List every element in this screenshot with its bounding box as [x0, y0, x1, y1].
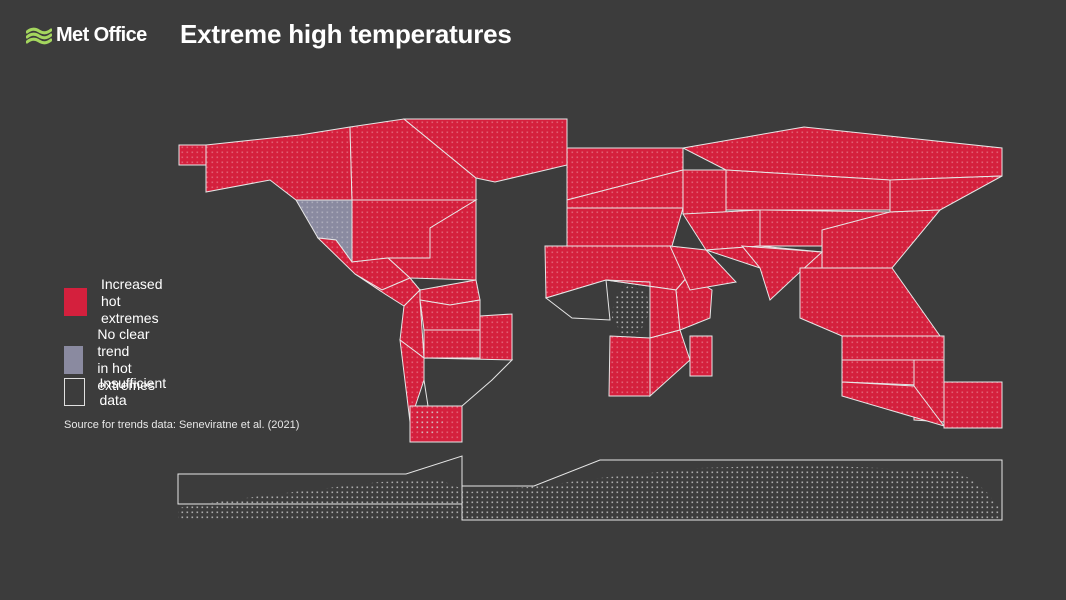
legend-swatch-no-trend	[64, 346, 84, 374]
region-texture-greenland-iceland	[350, 119, 476, 200]
legend-item-no-trend: No clear trend in hot extremes	[64, 326, 164, 394]
region-texture-east-southern-africa	[609, 336, 650, 396]
region-texture-southern-central-america	[318, 238, 410, 290]
region-texture-russian-arctic	[683, 127, 1002, 180]
region-texture-north-eastern-south-america	[424, 330, 480, 358]
region-texture-northern-south-america	[400, 290, 424, 358]
region-texture-west-siberia	[683, 170, 726, 214]
region-texture-sahara	[567, 208, 683, 246]
region-texture-north-west-north-america	[179, 145, 206, 165]
region-texture-north-eastern-africa	[606, 280, 680, 338]
southern-south-america-land-dots	[414, 408, 444, 438]
region-texture-northern-australia	[842, 336, 944, 360]
region-texture-west-southern-africa	[650, 330, 690, 396]
met-office-brand: Met Office	[26, 24, 147, 47]
region-texture-south-eastern-africa	[676, 276, 712, 330]
region-texture-madagascar	[690, 336, 712, 376]
region-texture-northern-central-america	[388, 200, 476, 280]
region-texture-arabian-peninsula	[670, 246, 736, 290]
region-texture-north-western-south-america	[420, 280, 480, 305]
legend-item-insufficient: Insufficient data	[64, 375, 173, 409]
region-texture-russian-far-east	[890, 176, 1002, 212]
source-note: Source for trends data: Seneviratne et a…	[64, 419, 300, 431]
legend-item-increased: Increased hot extremes	[64, 276, 167, 327]
region-texture-south-asia	[742, 246, 822, 300]
brand-name: Met Office	[56, 24, 147, 46]
region-texture-southern-australia	[842, 382, 944, 426]
region-texture-caribbean	[355, 274, 420, 306]
legend-label-increased: Increased hot extremes	[101, 276, 163, 326]
region-texture-south-eastern-south-america	[400, 340, 424, 422]
region-texture-east-siberia	[726, 170, 890, 210]
region-texture-mediterranean	[567, 170, 683, 208]
legend-swatch-insufficient	[64, 378, 86, 406]
region-texture-western-north-america	[404, 119, 567, 182]
region-texture-east-asia	[822, 210, 940, 268]
legend-label-insufficient: Insufficient data	[99, 375, 167, 408]
region-texture-western-central-europe	[567, 148, 683, 200]
region-texture-new-zealand	[944, 382, 1002, 428]
region-texture-western-africa	[545, 246, 688, 298]
region-texture-central-north-america	[296, 200, 352, 262]
legend-swatch-increased	[64, 287, 87, 316]
central-africa-land-dots	[612, 286, 650, 334]
antarctica-land-dots	[178, 465, 1000, 520]
region-texture-south-american-monsoon	[420, 300, 480, 330]
met-office-logo-icon	[26, 26, 52, 46]
page-title: Extreme high temperatures	[180, 19, 512, 49]
region-southern-south-america: Southern South America	[423, 357, 514, 407]
region-texture-eastern-north-america	[352, 200, 476, 262]
region-texture-north-east-north-america	[206, 127, 352, 200]
region-texture-west-central-asia	[683, 210, 760, 250]
region-texture-south-east-asia	[800, 268, 940, 336]
region-central-africa: Central Africa	[544, 279, 611, 321]
legend-label-no-trend: No clear trend in hot extremes	[97, 326, 155, 393]
region-texture-south-western-south-america	[480, 314, 512, 360]
